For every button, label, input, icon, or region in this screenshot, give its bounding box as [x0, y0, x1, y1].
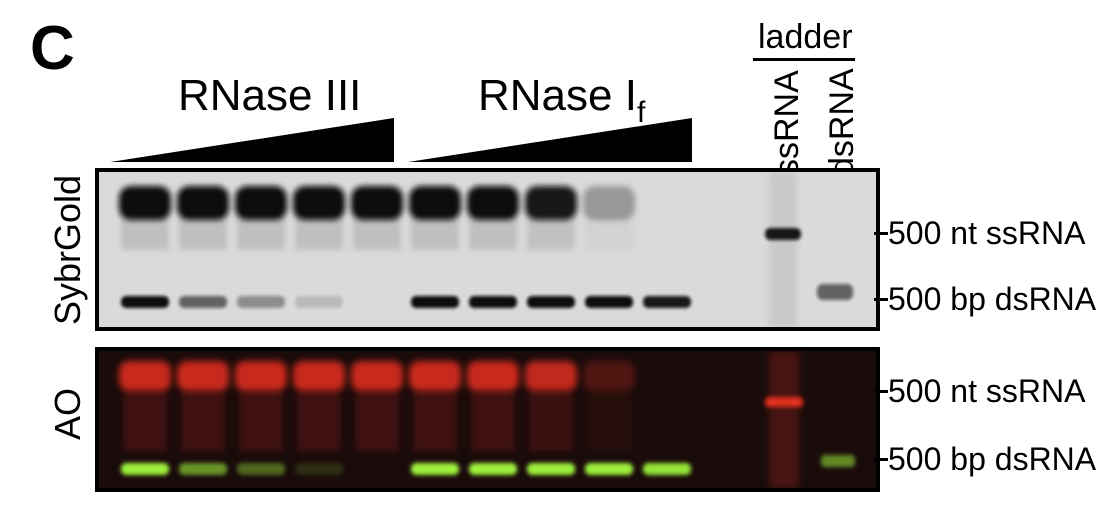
rnase-if-wedge: [408, 118, 692, 162]
ladder-bracket-line: [753, 58, 855, 61]
sybr-smear-2: [179, 216, 227, 250]
ao-smear-5: [355, 391, 399, 451]
marker-tick-dsrna-bottom: [874, 458, 888, 461]
ao-ssrna-band-2: [177, 361, 229, 391]
ao-gel: [95, 347, 880, 492]
marker-500nt-bottom: 500 nt ssRNA: [888, 373, 1086, 409]
marker-tick-ssrna-top: [874, 232, 888, 235]
ao-smear-9: [587, 391, 631, 451]
sybr-dsrna-band-1: [121, 296, 169, 308]
ao-dsrna-band-6: [411, 463, 459, 475]
sybr-ssrna-band-8: [525, 186, 577, 220]
sybr-smear-7: [469, 216, 517, 250]
ao-dsrna-band-4: [295, 463, 343, 475]
ao-ssrna-band-1: [119, 361, 171, 391]
ao-smear-4: [297, 391, 341, 451]
rnase-if-title: RNase If: [478, 74, 645, 128]
concentration-wedges: [110, 118, 692, 162]
sybr-dsrna-band-10: [643, 296, 691, 308]
marker-500bp-top: 500 bp dsRNA: [888, 281, 1097, 317]
sybr-smear-1: [121, 216, 169, 250]
marker-500bp-bottom: 500 bp dsRNA: [888, 441, 1097, 477]
sybr-ssrna-band-3: [235, 186, 287, 220]
sybr-ssrna-band-7: [467, 186, 519, 220]
sybr-dsrna-band-9: [585, 296, 633, 308]
ao-gel-image: [99, 351, 876, 488]
sybrgold-gel: [95, 168, 880, 331]
ao-ssrna-band-8: [525, 361, 577, 391]
ao-smear-7: [471, 391, 515, 451]
sybrgold-gel-image: [99, 172, 876, 327]
ao-ssrna-band-3: [235, 361, 287, 391]
sybr-smear-5: [353, 216, 401, 250]
sybr-ssrna-band-1: [119, 186, 171, 220]
sybr-smear-3: [237, 216, 285, 250]
ao-dsrna-band-2: [179, 463, 227, 475]
ao-ssrna-band-7: [467, 361, 519, 391]
ao-dsrna-band-10: [643, 463, 691, 475]
sybr-ssrna-band-5: [351, 186, 403, 220]
sybr-dsrna-band-2: [179, 296, 227, 308]
ladder-lane-dsrna: dsRNA: [823, 68, 861, 176]
ao-dsrna-band-1: [121, 463, 169, 475]
marker-tick-dsrna-top: [874, 298, 888, 301]
sybr-dsrna-band-8: [527, 296, 575, 308]
sybr-ladder-dsrna-band: [817, 284, 853, 300]
rnase-if-label: RNase I: [478, 71, 637, 120]
sybr-dsrna-band-7: [469, 296, 517, 308]
ao-ssrna-band-4: [293, 361, 345, 391]
ao-dsrna-band-9: [585, 463, 633, 475]
sybr-smear-8: [527, 216, 575, 250]
row-label-ao: AO: [47, 388, 88, 441]
marker-500nt-top: 500 nt ssRNA: [888, 215, 1086, 251]
sybr-ladder-ssrna-smear: [769, 172, 797, 327]
ao-smear-6: [413, 391, 457, 451]
sybr-ssrna-band-2: [177, 186, 229, 220]
ao-ssrna-band-6: [409, 361, 461, 391]
ao-smear-1: [123, 391, 167, 451]
rnase-if-subscript: f: [636, 96, 646, 129]
ao-smear-3: [239, 391, 283, 451]
ao-ssrna-band-9: [583, 361, 635, 391]
sybr-ssrna-band-6: [409, 186, 461, 220]
sybr-dsrna-band-6: [411, 296, 459, 308]
rnase-iii-label: RNase III: [178, 71, 362, 120]
sybr-dsrna-band-4: [295, 296, 343, 308]
sybr-smear-9: [585, 216, 633, 250]
ao-ladder-ssrna-smear: [769, 351, 799, 488]
sybr-ssrna-band-9: [583, 186, 635, 220]
panel-letter: C: [30, 14, 75, 83]
ladder-label: ladder: [758, 18, 853, 56]
ao-smear-8: [529, 391, 573, 451]
row-label-sybrgold: SybrGold: [47, 174, 88, 326]
ao-ssrna-band-5: [351, 361, 403, 391]
ao-smear-2: [181, 391, 225, 451]
rnase-iii-title: RNase III: [178, 74, 361, 118]
ladder-lane-ssrna: ssRNA: [768, 70, 806, 176]
ao-dsrna-band-3: [237, 463, 285, 475]
sybr-smear-6: [411, 216, 459, 250]
sybr-ssrna-band-4: [293, 186, 345, 220]
sybr-dsrna-band-3: [237, 296, 285, 308]
ao-dsrna-band-8: [527, 463, 575, 475]
ao-dsrna-band-7: [469, 463, 517, 475]
rnase-iii-wedge: [110, 118, 394, 162]
marker-tick-ssrna-bottom: [874, 390, 888, 393]
sybr-smear-4: [295, 216, 343, 250]
ao-ladder-dsrna-band: [821, 455, 855, 467]
